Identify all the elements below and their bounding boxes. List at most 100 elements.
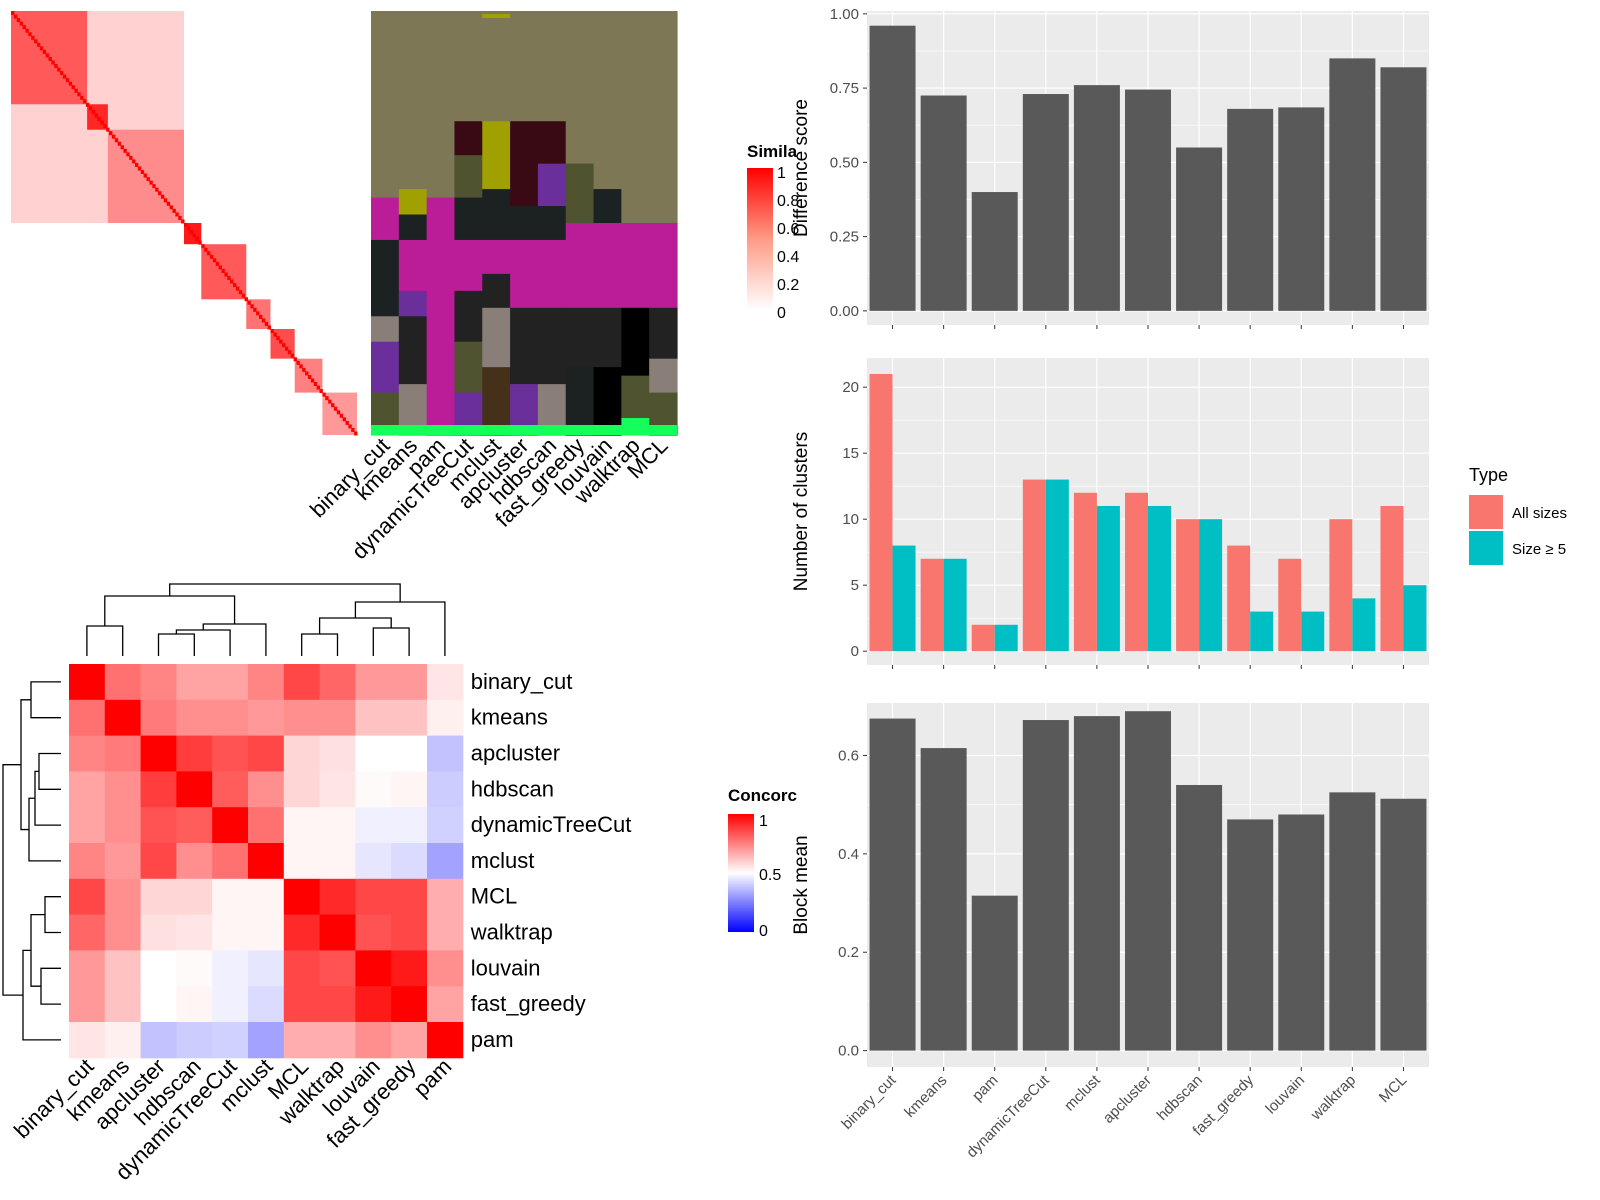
bar	[1227, 545, 1251, 652]
concordance-cell	[248, 914, 285, 951]
similarity-diagonal-cell	[224, 272, 228, 277]
similarity-diagonal-cell	[198, 240, 202, 245]
dendrogram-branch	[169, 583, 401, 602]
similarity-diagonal-cell	[117, 141, 122, 146]
concordance-cell	[283, 843, 321, 880]
similarity-diagonal-cell	[322, 392, 326, 397]
cluster-heatmap-cell	[649, 11, 678, 224]
bar	[1125, 89, 1171, 311]
x-tick-label: walktrap	[1307, 1072, 1359, 1124]
cluster-heatmap-cell	[454, 290, 483, 343]
concordance-cell	[283, 807, 321, 844]
concordance-cell	[248, 1022, 285, 1059]
concordance-cell	[104, 664, 142, 701]
concordance-cell	[391, 950, 428, 987]
similarity-diagonal-cell	[264, 321, 269, 326]
similarity-diagonal-cell	[54, 64, 58, 69]
concordance-cell	[427, 735, 464, 772]
similarity-diagonal-cell	[184, 223, 188, 228]
similarity-diagonal-cell	[339, 413, 344, 418]
similarity-diagonal-cell	[109, 131, 113, 136]
similarity-diagonal-cell	[94, 113, 98, 118]
bar	[1278, 814, 1325, 1051]
concordance-cell	[355, 950, 392, 987]
similarity-legend-tick: 0.4	[777, 249, 799, 266]
concordance-cell	[427, 771, 464, 808]
cluster-heatmap-cell	[565, 367, 595, 436]
concordance-cell	[212, 843, 249, 880]
concordance-cell	[212, 699, 249, 737]
concordance-row-label: fast_greedy	[471, 991, 586, 1016]
cluster-heatmap-cell	[482, 14, 511, 18]
similarity-diagonal-cell	[155, 187, 159, 192]
concordance-row-label: kmeans	[471, 705, 548, 730]
similarity-diagonal-cell	[267, 325, 271, 330]
similarity-diagonal-cell	[238, 290, 243, 295]
dendrogram-branch	[318, 617, 392, 634]
cluster-heatmap-cell	[649, 223, 678, 309]
cluster-heatmap-cell	[398, 239, 428, 292]
concordance-cell	[248, 807, 285, 844]
concordance-cell	[176, 735, 213, 772]
bar	[920, 95, 967, 311]
concordance-cell	[283, 735, 321, 772]
concordance-cell	[355, 699, 392, 737]
y-tick-label: 0.2	[838, 944, 859, 961]
similarity-diagonal-cell	[279, 339, 283, 344]
concordance-legend-tick: 0	[759, 923, 768, 940]
concordance-cell	[355, 807, 392, 844]
bar	[869, 373, 893, 652]
concordance-cell	[212, 878, 249, 916]
y-tick-label: 0.00	[830, 303, 859, 320]
similarity-diagonal-cell	[192, 233, 197, 238]
bar	[971, 624, 995, 652]
cluster-heatmap-cell	[371, 316, 400, 343]
cluster-heatmap-cell	[621, 307, 650, 377]
similarity-diagonal-cell	[74, 88, 78, 93]
cluster-heatmap-cell	[398, 316, 428, 385]
concordance-cell	[176, 914, 213, 951]
similarity-legend-tick: 0.6	[777, 221, 799, 238]
similarity-diagonal-cell	[195, 237, 199, 242]
similarity-diagonal-cell	[60, 71, 64, 76]
similarity-diagonal-cell	[256, 311, 260, 316]
similarity-diagonal-cell	[336, 410, 341, 415]
concordance-cell	[140, 878, 177, 916]
y-tick-label: 20	[842, 379, 859, 396]
cluster-heatmap-cell	[593, 307, 622, 368]
similarity-diagonal-cell	[68, 81, 73, 86]
similarity-diagonal-cell	[331, 403, 335, 408]
concordance-legend-tick: 0.5	[759, 867, 781, 884]
similarity-legend-title: Simila	[747, 142, 798, 161]
type-legend-label-all-sizes: All sizes	[1512, 505, 1567, 522]
similarity-diagonal-cell	[218, 265, 222, 270]
concordance-cell	[212, 771, 249, 808]
bar	[1176, 147, 1223, 311]
similarity-diagonal-cell	[258, 314, 263, 319]
dendrogram-branch	[157, 633, 195, 656]
concordance-cell	[104, 807, 142, 844]
similarity-legend: Simila 1 0.8 0.6 0.4 0.2 0	[747, 142, 799, 322]
similarity-diagonal-cell	[169, 205, 173, 210]
similarity-legend-tick: 0.2	[777, 277, 799, 294]
concordance-cell	[391, 1022, 428, 1059]
similarity-diagonal-cell	[316, 385, 321, 390]
dendrogram-branch	[86, 625, 124, 656]
similarity-diagonal-cell	[88, 106, 93, 111]
similarity-legend-colorbar	[747, 168, 773, 310]
similarity-diagonal-cell	[261, 318, 266, 323]
concordance-cell	[104, 1022, 142, 1059]
cluster-heatmap-cell	[454, 341, 483, 394]
similarity-diagonal-cell	[247, 300, 251, 305]
concordance-cell	[104, 843, 142, 880]
cluster-heatmap-cell	[482, 239, 511, 275]
type-legend-key-all-sizes	[1469, 495, 1503, 529]
similarity-diagonal-cell	[253, 307, 257, 312]
concordance-row-label: pam	[471, 1027, 514, 1052]
concordance-cell	[319, 735, 356, 772]
similarity-diagonal-cell	[28, 32, 32, 37]
similarity-diagonal-cell	[241, 293, 246, 298]
concordance-cell	[176, 771, 213, 808]
concordance-cell	[176, 699, 213, 737]
similarity-diagonal-cell	[209, 254, 214, 259]
